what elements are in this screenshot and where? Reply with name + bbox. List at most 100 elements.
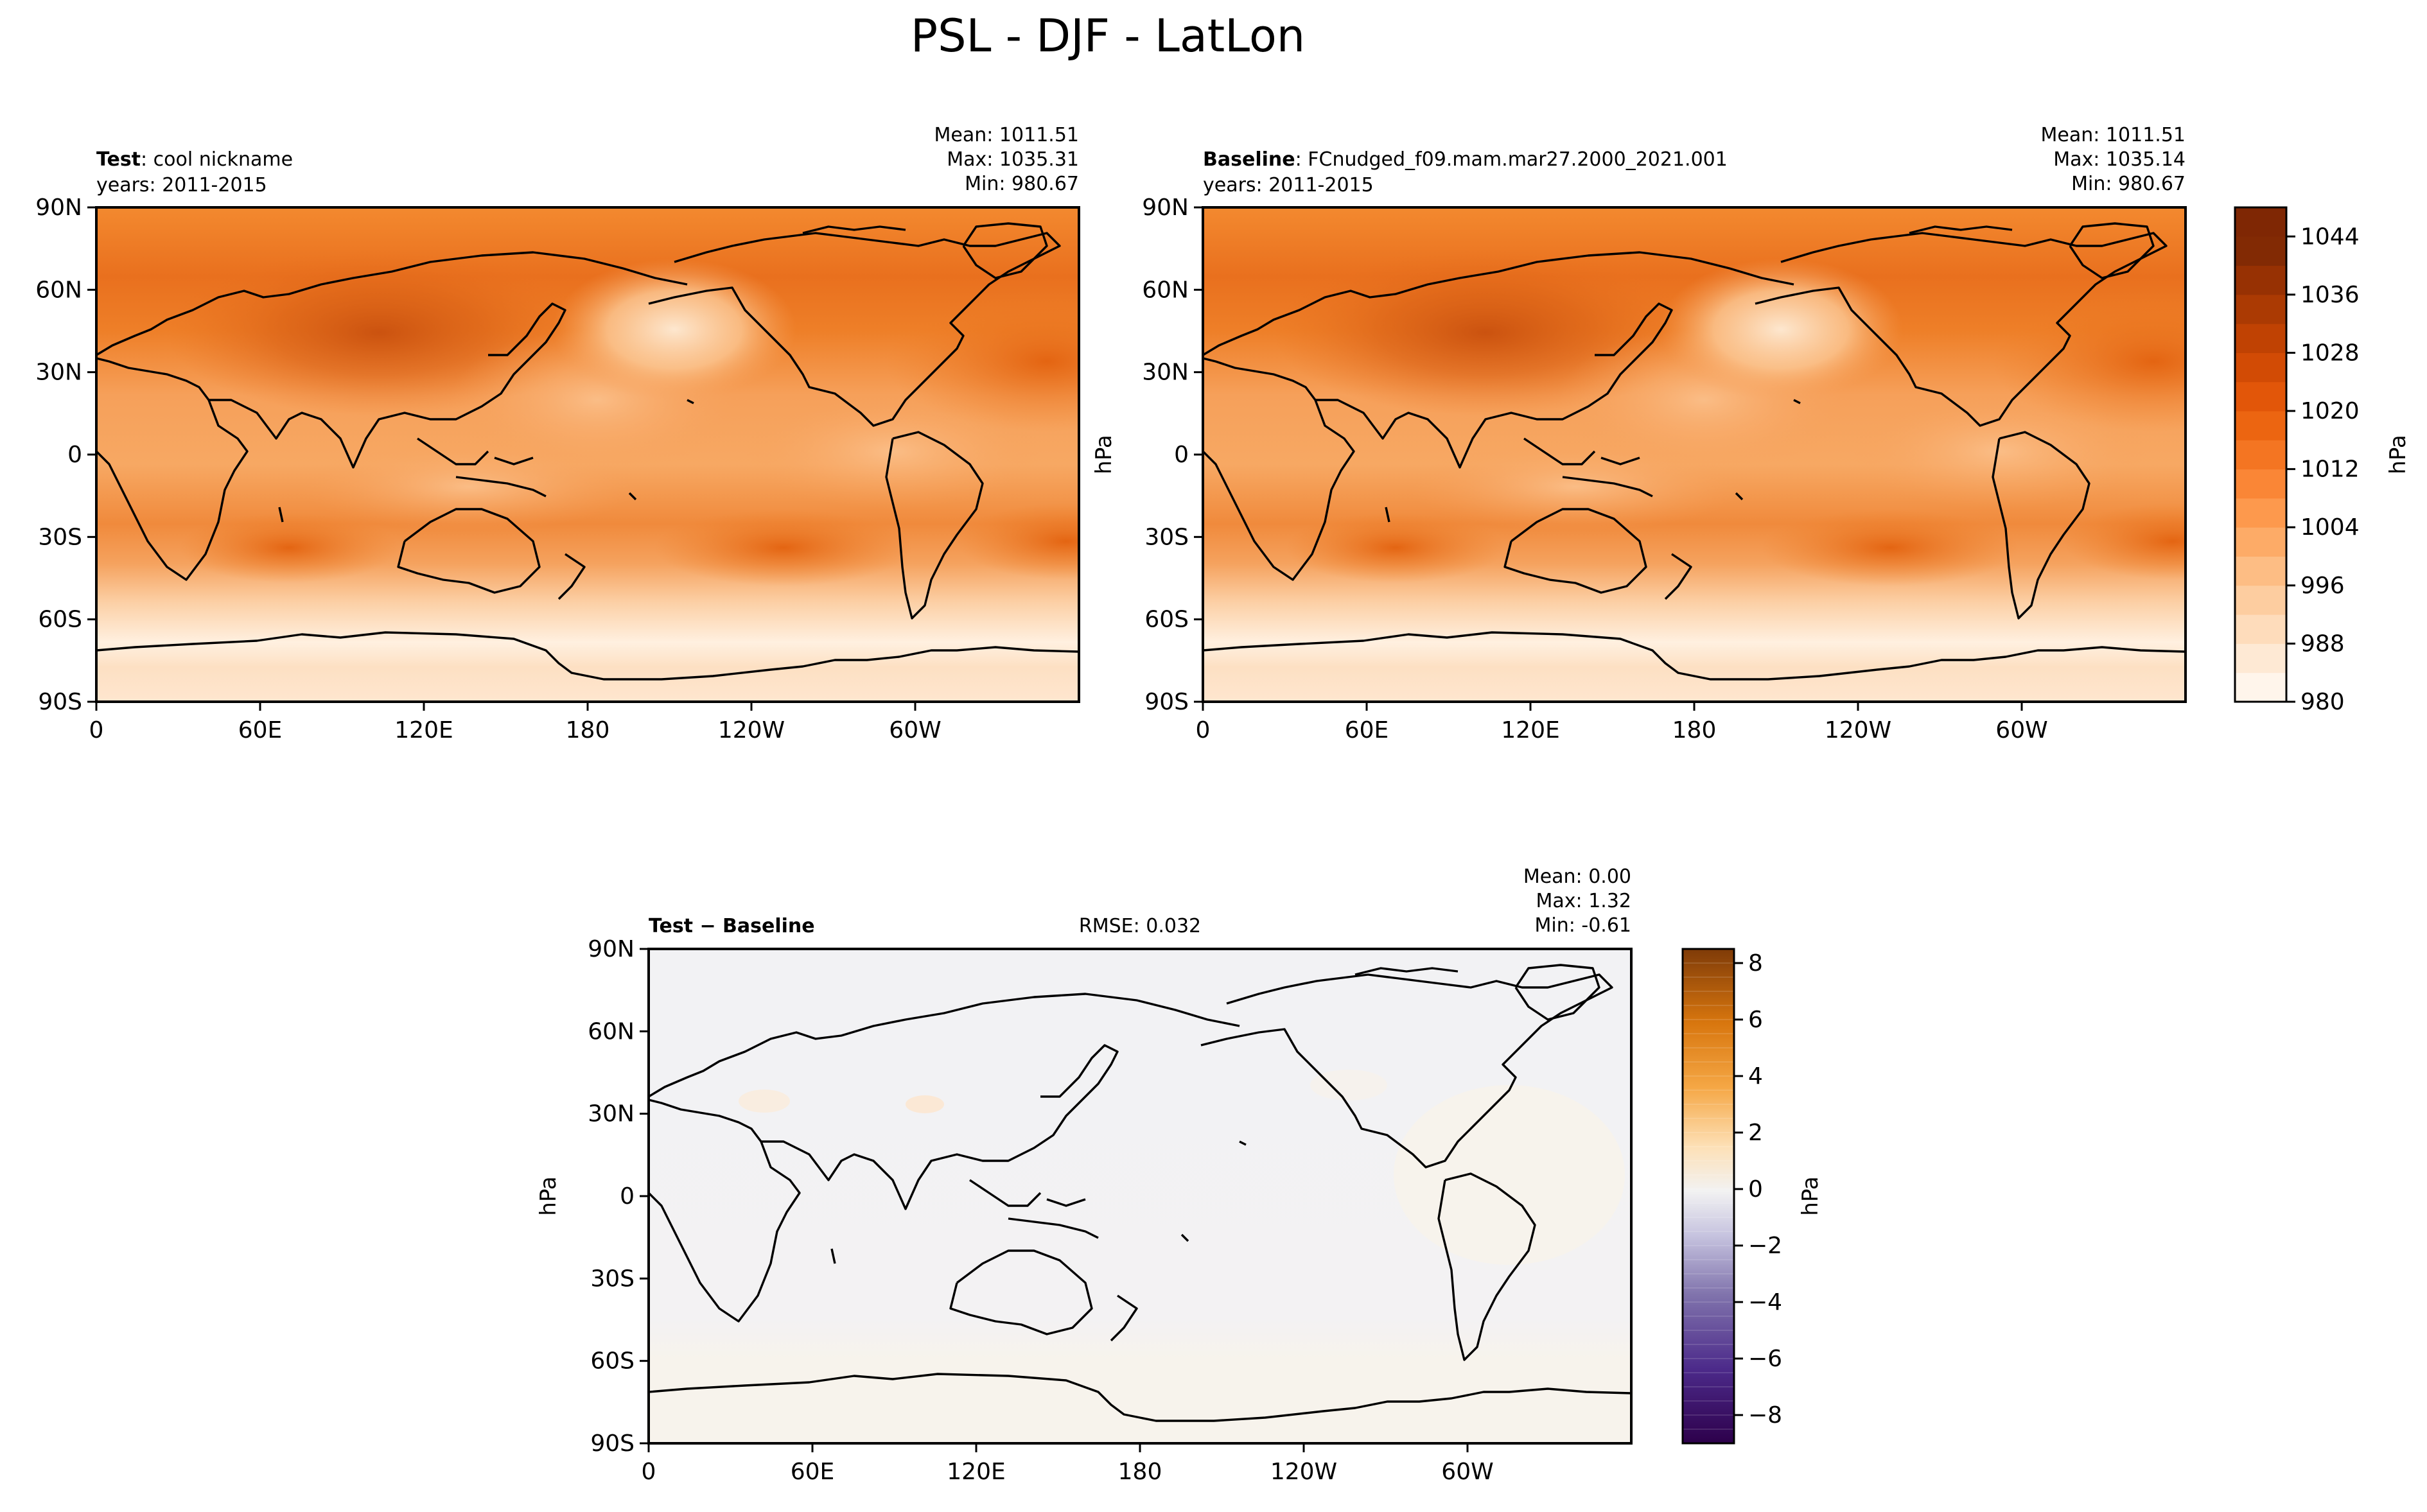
panel-test-axes: 0 60E 120E 180 120W 60W 90N 60N 30N 0 30S 60S 90S (35, 195, 941, 743)
panel-test-xtick-label: 60W (889, 717, 941, 743)
colorbar-diff-tick-label: −2 (1748, 1233, 1782, 1259)
colorbar-diff-tick-label: 8 (1748, 950, 1763, 977)
panel-baseline-years: years: 2011-2015 (1203, 174, 1374, 196)
colorbar-main-band (2235, 236, 2286, 266)
colorbar-main-tick-label: 1028 (2300, 340, 2360, 366)
colorbar-main-band (2235, 381, 2286, 412)
panel-test-ytick-label: 30S (38, 524, 82, 550)
panel-test-ytick-label: 30N (35, 360, 82, 386)
colorbar-main-label: hPa (2385, 435, 2411, 474)
panel-diff-label: Test − Baseline (649, 915, 815, 937)
colorbar-main-tick-label: 1044 (2300, 223, 2360, 250)
panel-baseline-ytick-label: 30N (1142, 360, 1189, 386)
panel-diff-ytick-label: 60N (588, 1018, 635, 1045)
colorbar-diff-tick-label: −8 (1748, 1402, 1782, 1429)
panel-diff-rmse: RMSE: 0.032 (1079, 915, 1201, 937)
panel-diff-ytick-label: 90S (590, 1430, 635, 1457)
panel-baseline-mean: Mean: 1011.51 (2041, 124, 2186, 146)
panel-diff-ytick-label: 30N (588, 1101, 635, 1127)
colorbar-diff-label: hPa (1798, 1176, 1823, 1215)
panel-test-label: Test: cool nickname (96, 148, 293, 171)
panel-test-ytick-label: 60S (38, 607, 82, 633)
panel-diff-xtick-label: 120E (947, 1459, 1005, 1485)
colorbar-main-band (2235, 498, 2286, 528)
panel-baseline-min: Min: 980.67 (2071, 173, 2186, 195)
colorbar-main-band (2235, 207, 2286, 237)
panel-diff-ytick-label: 90N (588, 936, 635, 962)
panel-baseline-xtick-label: 0 (1196, 717, 1211, 743)
panel-diff-xtick-label: 0 (642, 1459, 656, 1485)
panel-baseline-axes: 0 60E 120E 180 120W 60W 90N 60N 30N 0 30S 60S 90S (1142, 195, 2047, 743)
panel-test-ytick-label: 90N (35, 195, 82, 221)
panel-diff-xtick-label: 180 (1118, 1459, 1162, 1485)
panel-baseline-xtick-label: 120W (1825, 717, 1891, 743)
colorbar-diff-tick-label: −6 (1748, 1346, 1782, 1372)
panel-diff-xtick-label: 60W (1441, 1459, 1493, 1485)
colorbar-main-band (2235, 643, 2286, 673)
panel-diff-xtick-label: 120W (1270, 1459, 1337, 1485)
colorbar-main-band (2235, 527, 2286, 557)
panel-baseline-label: Baseline: FCnudged_f09.mam.mar27.2000_20… (1203, 148, 1728, 171)
colorbar-diff-tick-label: 4 (1748, 1063, 1763, 1090)
panel-baseline-xtick-label: 60W (1995, 717, 2047, 743)
colorbar-diff: −8 −6 −4 −2 0 2 4 6 8 hPa (1681, 948, 1823, 1445)
colorbar-main-tick-label: 1004 (2300, 514, 2360, 541)
panel-baseline-ytick-label: 0 (1174, 442, 1189, 468)
panel-diff: Test − Baseline RMSE: 0.032 Mean: 0.00 M… (536, 865, 1633, 1485)
panel-test-years: years: 2011-2015 (96, 174, 267, 196)
panel-baseline-max: Max: 1035.14 (2053, 148, 2186, 171)
colorbar-main: 980 988 996 1004 1012 1020 1028 1036 1044 hPa (2234, 206, 2411, 715)
panel-diff-mean: Mean: 0.00 (1523, 865, 1631, 888)
panel-test-xtick-label: 120W (718, 717, 785, 743)
colorbar-main-band (2235, 556, 2286, 586)
colorbar-main-band (2235, 585, 2286, 615)
colorbar-main-tick-label: 1020 (2300, 398, 2360, 424)
panel-baseline-ytick-label: 60N (1142, 277, 1189, 303)
panel-test-ytick-label: 90S (38, 689, 82, 715)
panel-diff-xtick-label: 60E (791, 1459, 835, 1485)
colorbar-main-tick-label: 1012 (2300, 456, 2360, 483)
colorbar-main-band (2235, 672, 2286, 702)
colorbar-main-frame (2234, 206, 2288, 703)
colorbar-main-band (2235, 411, 2286, 440)
colorbar-main-band (2235, 614, 2286, 644)
panel-baseline-ytick-label: 90S (1144, 689, 1189, 715)
panel-baseline-xtick-label: 60E (1345, 717, 1389, 743)
colorbar-diff-tick-label: 6 (1748, 1007, 1763, 1033)
colorbar-diff-tick-label: 2 (1748, 1120, 1763, 1146)
panel-test-xtick-label: 120E (394, 717, 453, 743)
colorbar-diff-tick-label: 0 (1748, 1176, 1763, 1203)
colorbar-diff-tick-label: −4 (1748, 1289, 1782, 1316)
panel-diff-ytick-label: 0 (620, 1183, 635, 1210)
colorbar-main-band (2235, 440, 2286, 470)
panel-test-ylabel: hPa (1091, 435, 1117, 474)
panel-test-max: Max: 1035.31 (947, 148, 1079, 171)
colorbar-main-band (2235, 469, 2286, 499)
colorbar-main-tick-label: 1036 (2300, 282, 2360, 308)
panel-diff-min: Min: -0.61 (1535, 914, 1632, 937)
panel-test-min: Min: 980.67 (965, 173, 1079, 195)
panel-baseline-ytick-label: 60S (1144, 607, 1189, 633)
panel-diff-ytick-label: 30S (590, 1265, 635, 1292)
panel-test: Test: cool nickname years: 2011-2015 Mea… (35, 124, 1080, 743)
panel-test-xtick-label: 180 (566, 717, 610, 743)
colorbar-main-tick-label: 996 (2300, 573, 2345, 599)
panel-test-ytick-label: 60N (35, 277, 82, 303)
panel-test-ytick-label: 0 (67, 442, 82, 468)
panel-diff-axes: 0 60E 120E 180 120W 60W 90N 60N 30N 0 30S 60S 90S (588, 936, 1493, 1485)
figure-title: PSL - DJF - LatLon (911, 10, 1305, 62)
colorbar-main-band (2235, 352, 2286, 383)
colorbar-diff-frame (1681, 948, 1735, 1445)
colorbar-main-band (2235, 324, 2286, 353)
panel-diff-max: Max: 1.32 (1536, 890, 1631, 912)
colorbar-diff-ramp (1683, 949, 1734, 1443)
colorbar-main-band (2235, 265, 2286, 295)
panel-baseline-ytick-label: 90N (1142, 195, 1189, 221)
panel-baseline-xtick-label: 180 (1672, 717, 1717, 743)
colorbar-main-tick-label: 980 (2300, 689, 2345, 715)
panel-test-xtick-label: 0 (89, 717, 104, 743)
panel-baseline-xtick-label: 120E (1501, 717, 1559, 743)
panel-test-mean: Mean: 1011.51 (934, 124, 1079, 146)
panel-test-xtick-label: 60E (238, 717, 283, 743)
